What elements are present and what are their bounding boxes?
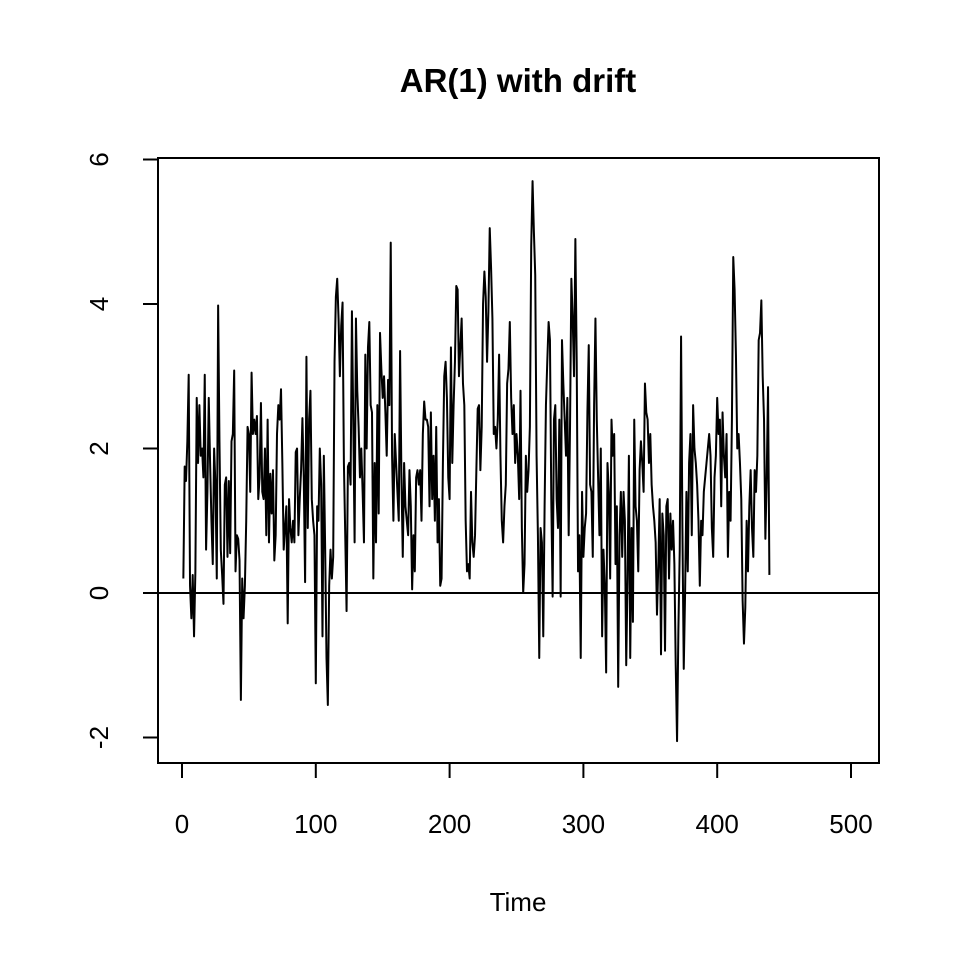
x-tick-label: 200 — [428, 809, 471, 839]
y-tick-label: 6 — [84, 152, 114, 166]
series-line-0 — [182, 180, 771, 743]
x-tick-label: 400 — [696, 809, 739, 839]
x-tick-label: 0 — [175, 809, 189, 839]
y-tick-label: 0 — [84, 586, 114, 600]
y-tick-label: 2 — [84, 441, 114, 455]
y-tick-label: 4 — [84, 297, 114, 311]
x-tick-label: 300 — [562, 809, 605, 839]
y-axis: -2 0 2 4 6 — [84, 152, 159, 749]
x-tick-label: 500 — [829, 809, 872, 839]
chart-title: AR(1) with drift — [400, 62, 636, 99]
x-axis-title: Time — [490, 887, 547, 917]
x-axis: 0 100 200 300 400 500 — [175, 762, 873, 839]
y-tick-label: -2 — [84, 726, 114, 749]
x-tick-label: 100 — [294, 809, 337, 839]
series-layer — [182, 180, 771, 743]
